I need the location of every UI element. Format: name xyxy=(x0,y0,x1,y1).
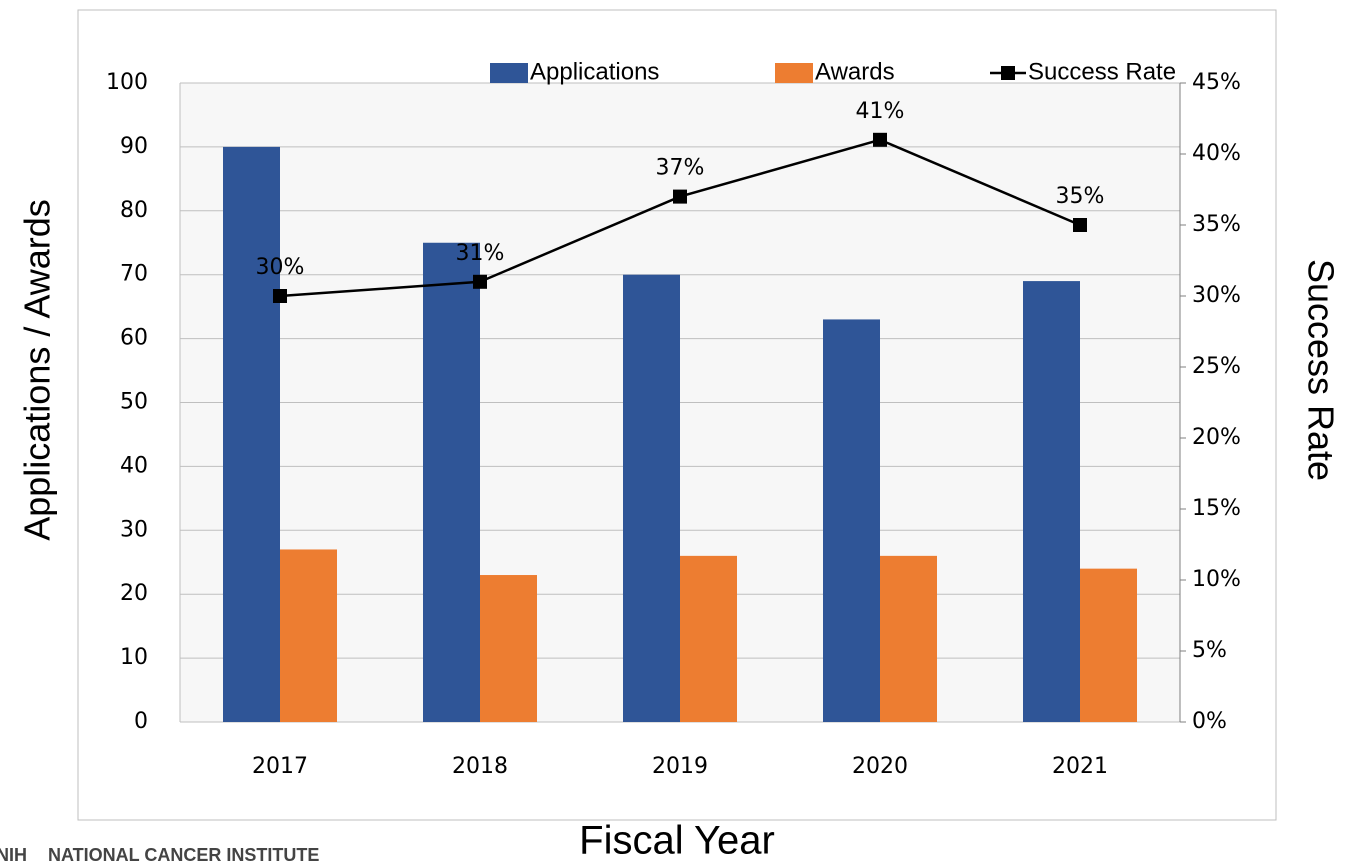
y-tick-label: 90 xyxy=(120,134,148,159)
y2-tick-label: 35% xyxy=(1192,212,1241,237)
line-marker xyxy=(273,289,287,303)
data-label: 31% xyxy=(456,241,505,266)
y-tick-label: 10 xyxy=(120,645,148,670)
legend-swatch xyxy=(775,63,813,83)
bar xyxy=(423,242,480,722)
legend-swatch xyxy=(490,63,528,83)
y2-tick-label: 20% xyxy=(1192,425,1241,450)
data-label: 41% xyxy=(856,99,905,124)
x-tick-label: 2021 xyxy=(1052,754,1108,779)
bar xyxy=(680,555,737,722)
footer-logo: NIH xyxy=(0,845,27,865)
bar xyxy=(1080,568,1137,722)
bar xyxy=(480,575,537,722)
y2-axis-title: Success Rate xyxy=(1300,259,1341,481)
y-tick-label: 100 xyxy=(106,70,148,95)
line-marker xyxy=(473,274,487,289)
bar xyxy=(823,319,880,722)
y2-tick-label: 30% xyxy=(1192,283,1241,308)
y-tick-label: 40 xyxy=(120,453,148,478)
y-tick-label: 50 xyxy=(120,390,148,415)
y2-tick-label: 10% xyxy=(1192,567,1241,592)
y2-tick-label: 0% xyxy=(1192,709,1227,734)
y2-tick-label: 25% xyxy=(1192,354,1241,379)
legend-label: Success Rate xyxy=(1028,58,1176,85)
y-tick-label: 0 xyxy=(134,709,148,734)
data-label: 35% xyxy=(1056,184,1105,209)
y-tick-label: 60 xyxy=(120,326,148,351)
line-marker xyxy=(673,189,687,204)
y2-tick-label: 5% xyxy=(1192,638,1227,663)
x-tick-label: 2020 xyxy=(852,754,908,779)
y-axis-title: Applications / Awards xyxy=(17,199,58,541)
footer: NATIONAL CANCER INSTITUTE xyxy=(48,845,319,865)
x-tick-label: 2019 xyxy=(652,754,708,779)
bar xyxy=(1023,281,1080,722)
y-tick-label: 80 xyxy=(120,198,148,223)
data-label: 37% xyxy=(656,156,705,181)
x-axis-title: Fiscal Year xyxy=(579,819,775,863)
bar xyxy=(223,146,280,722)
y-tick-label: 30 xyxy=(120,517,148,542)
y-tick-label: 20 xyxy=(120,581,148,606)
legend-label: Applications xyxy=(530,58,659,85)
bar xyxy=(880,555,937,722)
bar xyxy=(623,274,680,722)
x-tick-label: 2018 xyxy=(452,754,508,779)
y2-tick-label: 15% xyxy=(1192,496,1241,521)
legend-label: Awards xyxy=(815,58,895,85)
x-tick-label: 2017 xyxy=(252,754,308,779)
bar xyxy=(280,549,337,722)
line-marker xyxy=(873,132,887,147)
y2-tick-label: 45% xyxy=(1192,70,1241,95)
legend-swatch xyxy=(1001,66,1015,80)
y2-tick-label: 40% xyxy=(1192,141,1241,166)
data-label: 30% xyxy=(256,255,305,280)
y-tick-label: 70 xyxy=(120,262,148,287)
line-marker xyxy=(1073,218,1087,232)
